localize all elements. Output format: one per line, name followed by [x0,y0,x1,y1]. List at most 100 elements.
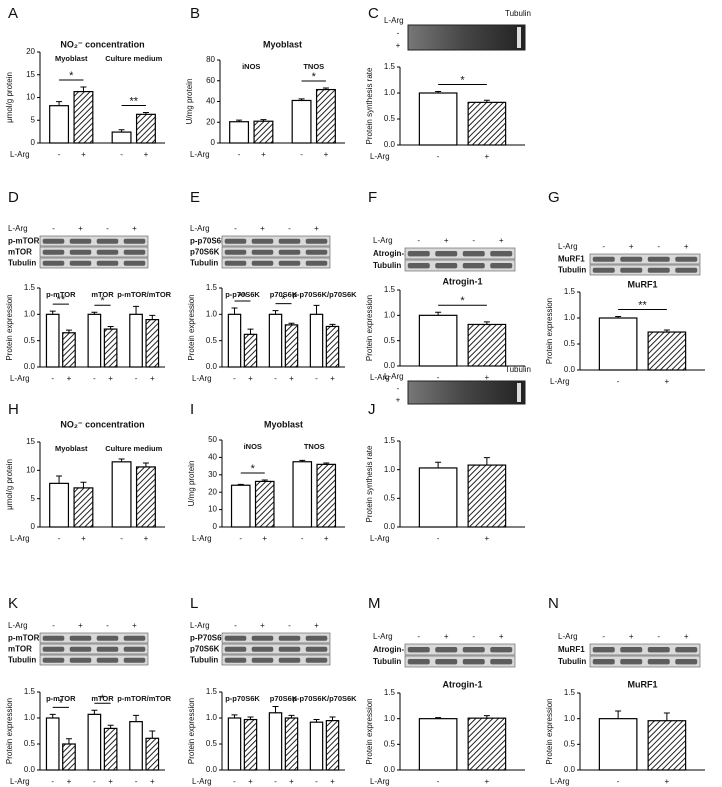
error-bar [247,328,254,335]
blot-band [490,659,513,665]
y-tick-label: 20 [206,117,215,126]
error-bar [118,458,125,462]
category-label: p-mTOR/mTOR [117,694,171,703]
bar [87,713,102,771]
y-tick-label: 1.5 [564,287,576,296]
y-tick-label: 0.5 [384,739,396,748]
blot-image [221,235,331,247]
blot-lane-label: - [657,242,660,251]
blot-band [69,249,92,255]
y-axis-label: U/mg protein [185,79,194,125]
treatment-label: + [81,150,86,159]
significance-label: ** [57,294,66,306]
blot-row-label: p70S6K [190,645,220,654]
error-bar [65,738,72,744]
blot-lane-label: + [444,632,449,641]
blot-band [305,657,328,663]
blot-row-label: Tubulin [558,657,586,666]
error-bar [236,119,243,122]
blot-protein-label: Tubulin [505,365,531,374]
blot-image [39,257,149,269]
blot-protein-label: Tubulin [505,9,531,18]
bar [243,333,258,368]
treatment-label: - [51,374,54,383]
panel-letter: D [8,189,19,206]
blot-lane-label: + [260,621,265,630]
blot-band [435,647,458,653]
blot-image [589,655,701,668]
treatment-label: + [324,534,329,543]
blot-lane-label: - [472,632,475,641]
y-tick-label: 1.5 [384,436,396,445]
bar [111,131,132,144]
blot-image [39,235,149,247]
error-bar [615,710,622,719]
blot-band [278,238,301,244]
error-bar [298,98,305,101]
error-bar [142,462,149,467]
treatment-label: + [289,777,294,786]
blot-band [278,249,301,255]
blot-band [517,27,521,48]
y-tick-label: 1.5 [206,283,218,292]
treatment-label: + [108,777,113,786]
bar [129,721,143,771]
blot-treatment-label: L-Arg [558,242,578,251]
blot-band [592,256,615,262]
x-row-label: L-Arg [190,150,210,159]
blot-lane-label: + [444,236,449,245]
y-tick-label: 10 [208,505,217,514]
category-label: p-p70S6K/p70S6K [292,694,357,703]
blot-band [251,249,274,255]
error-bar [299,459,306,462]
error-bar [483,715,490,719]
treatment-label: - [437,373,440,382]
blot-band [123,238,146,244]
category-label: p-mTOR [46,290,76,299]
y-axis-label: Protein expression [545,698,554,764]
treatment-label: + [665,777,670,786]
blot-band [435,263,458,269]
blot-row-label: + [396,395,401,404]
y-tick-label: 0.0 [384,361,396,370]
treatment-label: - [437,534,440,543]
blot-row-label: + [396,41,401,50]
y-tick-label: 0.5 [24,739,36,748]
blot-row-label: Tubulin [8,656,36,665]
blot-band [490,251,513,257]
blot-band [42,646,65,652]
blot-lane-label: + [499,236,504,245]
error-bar [272,310,279,315]
bar [647,331,687,371]
blot-treatment-label: L-Arg [558,632,578,641]
significance-label: * [69,70,74,82]
blot-band [620,659,643,665]
y-tick-label: 10 [26,93,35,102]
bar [135,113,156,144]
y-axis-label: μmol/g protein [5,72,14,123]
y-tick-label: 0.5 [564,339,576,348]
error-bar [80,481,87,488]
bar [467,464,507,528]
blot-band [490,647,513,653]
blot-band [224,249,247,255]
blot-band [407,659,430,665]
bar [49,105,70,144]
error-bar [142,112,149,115]
panel-letter: K [8,595,18,612]
blot-image [407,24,526,51]
treatment-label: + [67,777,72,786]
significance-label: * [460,295,465,307]
y-tick-label: 1.0 [384,310,396,319]
treatment-label: + [108,374,113,383]
treatment-label: + [248,777,253,786]
blot-lane-label: - [417,632,420,641]
blot-row-label: Tubulin [558,266,586,275]
error-bar [323,462,330,465]
blot-band [620,267,643,273]
category-label: p-mTOR/mTOR [117,290,171,299]
error-bar [49,310,56,315]
treatment-label: - [93,777,96,786]
blot-row-label: mTOR [8,645,32,654]
y-tick-label: 20 [26,47,35,56]
